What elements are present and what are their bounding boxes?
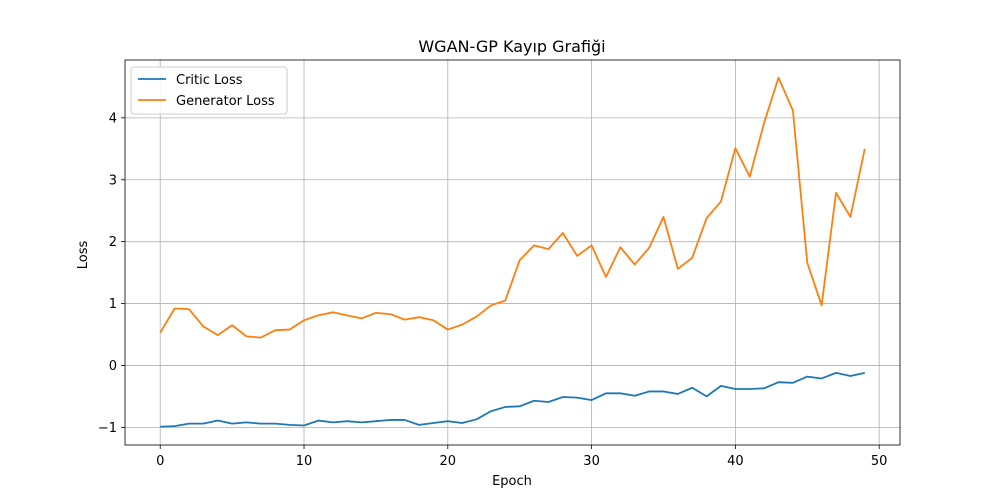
y-tick-label: 0 (109, 359, 117, 374)
critic-loss-line (160, 371, 865, 428)
x-tick-label: 10 (296, 454, 313, 469)
x-tick-label: 50 (871, 454, 888, 469)
y-tick-label: 2 (109, 235, 117, 250)
y-tick-label: 3 (109, 173, 117, 188)
x-tick-label: 20 (440, 454, 457, 469)
axis-ticks: 0 10 20 30 40 50 −1 0 1 2 3 4 (98, 111, 888, 469)
y-tick-label: −1 (98, 421, 117, 436)
generator-loss-line (159, 76, 866, 339)
grid-lines (125, 60, 900, 445)
series-lines (159, 76, 866, 428)
x-axis-label: Epoch (492, 474, 532, 489)
legend-box (130, 66, 288, 115)
legend-critic-loss-label: Critic Loss (176, 73, 243, 88)
x-tick-label: 40 (727, 454, 744, 469)
y-tick-label: 1 (109, 297, 117, 312)
y-tick-label: 4 (109, 111, 117, 126)
y-axis-label: Loss (76, 241, 91, 270)
legend-generator-loss-label: Generator Loss (176, 94, 275, 109)
plot-frame (124, 59, 901, 446)
legend: Critic Loss Generator Loss (130, 66, 288, 115)
x-tick-label: 0 (156, 454, 164, 469)
chart-title: WGAN-GP Kayıp Grafiği (418, 37, 605, 56)
x-tick-label: 30 (583, 454, 600, 469)
